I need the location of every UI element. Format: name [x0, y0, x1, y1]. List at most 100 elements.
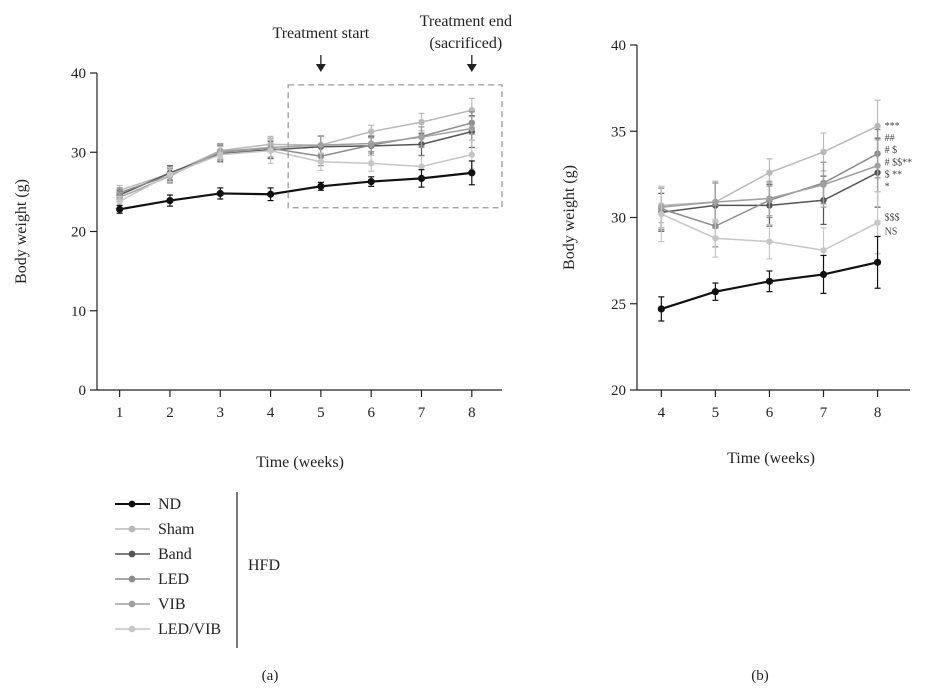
- panel-b-data-point: [873, 258, 882, 266]
- panel-a-data-point: [267, 147, 274, 154]
- legend-item-sham: Sham: [115, 521, 195, 538]
- panel-a-x-tick-label: 2: [166, 405, 174, 421]
- panel-b-significance-mark: $$$: [885, 213, 900, 224]
- panel-a-series-led-vib: [116, 137, 476, 207]
- treatment-start-arrow-head: [315, 64, 326, 72]
- panel-a-data-point: [418, 163, 425, 170]
- panel-a-series-line: [119, 130, 472, 196]
- panel-a-data-point: [367, 177, 375, 186]
- panel-b-data-point: [765, 277, 774, 285]
- panel-a-x-tick-label: 4: [267, 405, 275, 421]
- panel-a-x-tick-label: 3: [217, 405, 225, 421]
- panel-b-data-point: [712, 235, 719, 242]
- legend-swatch-marker: [128, 575, 136, 583]
- legend-swatch-marker: [128, 625, 136, 633]
- legend-swatch-marker: [128, 500, 136, 508]
- panel-a-y-tick-label: 40: [71, 66, 86, 82]
- legend-item-label: Band: [158, 546, 192, 563]
- panel-a-x-tick-label: 6: [367, 405, 375, 421]
- panel-a-data-point: [468, 169, 476, 177]
- panel-a-data-point: [418, 133, 425, 141]
- panel-a-x-tick-label: 7: [418, 405, 426, 421]
- panel-b-significance-mark: ***: [885, 121, 900, 132]
- panel-b-chart: Body weight (g) Time (weeks) (b) 20 25 30 3…: [561, 38, 912, 684]
- panel-a-x-tick-label: 8: [468, 405, 476, 421]
- legend-item-band: Band: [115, 546, 192, 563]
- panel-b-data-point: [874, 122, 881, 130]
- panel-a-data-point: [266, 190, 275, 198]
- panel-b-y-tick-label: 35: [611, 124, 626, 140]
- legend-swatch-marker: [128, 550, 136, 558]
- panel-b-data-point: [874, 162, 881, 169]
- panel-b-significance-mark: # $$**: [885, 157, 913, 168]
- panel-b-y-tick-label: 20: [611, 383, 626, 399]
- panel-a-data-point: [166, 196, 174, 205]
- panel-a-data-point: [417, 174, 426, 183]
- panel-b-data-point: [657, 305, 665, 313]
- panel-b-data-point: [658, 210, 665, 218]
- panel-b-y-axis-title: Body weight (g): [561, 165, 578, 270]
- panel-b-data-point: [712, 198, 719, 206]
- panel-a-data-point: [116, 205, 124, 213]
- legend-item-label: ND: [158, 496, 181, 513]
- panel-a-data-point: [367, 160, 375, 167]
- panel-b-data-point: [820, 148, 827, 156]
- panel-b-significance-mark: *: [885, 181, 890, 192]
- legend-swatch-marker: [128, 525, 136, 533]
- panel-a-y-axis-title: Body weight (g): [13, 179, 30, 284]
- annotation-treatment-end: Treatment end: [420, 13, 512, 30]
- panel-a-data-point: [166, 171, 174, 178]
- legend-item-nd: ND: [115, 496, 181, 513]
- legend: HFD ND Sham Band LED VIB LED/VIB: [115, 492, 280, 648]
- panel-b-significance-mark: # $: [885, 145, 898, 156]
- panel-b-significance-mark: NS: [885, 226, 898, 237]
- panel-a-series-nd: [116, 160, 476, 214]
- panel-b-x-tick-label: 4: [658, 405, 666, 421]
- panel-b-data-point: [711, 288, 719, 296]
- panel-a-series-line: [119, 149, 472, 203]
- legend-item-led: LED: [115, 571, 189, 588]
- panel-a-data-point: [468, 125, 476, 132]
- panel-a-highlight-box: [287, 84, 503, 209]
- legend-group-label-hfd: HFD: [248, 557, 280, 574]
- panel-a-x-tick-label: 5: [317, 405, 325, 421]
- panel-b-x-tick-label: 5: [712, 405, 720, 421]
- panel-b-y-tick-label: 30: [611, 211, 626, 227]
- annotation-sacrificed: (sacrificed): [429, 35, 502, 52]
- legend-item-label: Sham: [158, 521, 195, 538]
- annotation-treatment-start: Treatment start: [273, 25, 370, 42]
- panel-b-y-tick-label: 25: [611, 297, 626, 313]
- panel-b-data-point: [766, 195, 773, 202]
- panel-b-x-axis-title: Time (weeks): [727, 450, 815, 467]
- panel-a-data-point: [317, 182, 325, 190]
- panel-b-x-tick-label: 7: [820, 405, 828, 421]
- panel-a-y-tick-label: 30: [71, 145, 86, 161]
- panel-a-data-point: [217, 151, 224, 158]
- panel-b-data-point: [819, 270, 828, 279]
- panel-b-data-point: [766, 238, 773, 245]
- panel-b-label: (b): [751, 668, 769, 684]
- legend-item-vib: VIB: [115, 596, 186, 613]
- panel-a-x-tick-label: 1: [116, 405, 124, 421]
- panel-b-series-led-vib: [658, 185, 881, 274]
- panel-a-x-axis-title: Time (weeks): [256, 454, 344, 471]
- panel-a-data-point: [317, 158, 325, 165]
- legend-item-led-vib: LED/VIB: [115, 621, 221, 638]
- panel-b-significance-mark: $ **: [885, 169, 903, 180]
- panel-b-data-point: [820, 181, 827, 188]
- panel-a-data-point: [367, 140, 375, 147]
- panel-b-data-point: [874, 219, 881, 226]
- panel-a-y-tick-label: 20: [71, 225, 86, 241]
- panel-b-y-tick-label: 40: [611, 38, 626, 54]
- panel-b-data-point: [766, 169, 773, 176]
- panel-b-series-nd: [657, 235, 882, 322]
- legend-swatch-marker: [128, 600, 136, 608]
- legend-item-label: LED/VIB: [158, 621, 221, 638]
- legend-item-label: VIB: [158, 596, 186, 613]
- panel-a-label: (a): [262, 668, 279, 684]
- panel-a-data-point: [367, 128, 375, 135]
- legend-item-label: LED: [158, 571, 189, 588]
- panel-a-data-point: [317, 141, 325, 149]
- panel-a-series-line: [119, 171, 472, 211]
- panel-a-data-point: [116, 198, 123, 205]
